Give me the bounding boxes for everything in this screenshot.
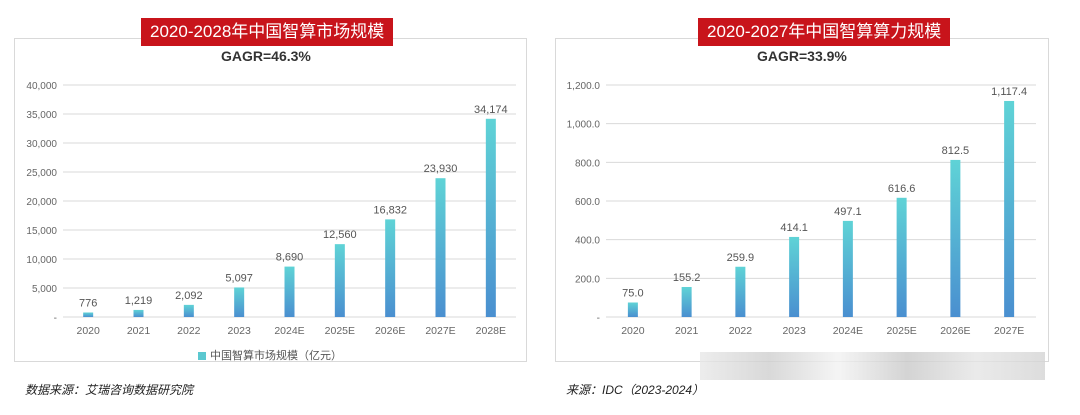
bar bbox=[896, 197, 907, 317]
bar bbox=[789, 236, 800, 317]
bar bbox=[1004, 100, 1015, 317]
data-label: 16,832 bbox=[373, 204, 407, 216]
bar bbox=[284, 266, 295, 317]
bar bbox=[485, 118, 496, 317]
data-label: 2,092 bbox=[175, 290, 203, 302]
legend-swatch bbox=[198, 352, 206, 361]
right-cagr-label: GAGR=33.9% bbox=[757, 48, 847, 64]
x-tick-label: 2020 bbox=[76, 325, 100, 337]
bar bbox=[385, 219, 396, 317]
x-tick-label: 2025E bbox=[886, 325, 916, 337]
data-label: 776 bbox=[79, 297, 97, 309]
x-tick-label: 2023 bbox=[782, 325, 806, 337]
data-label: 155.2 bbox=[673, 272, 701, 284]
x-tick-label: 2027E bbox=[994, 325, 1024, 337]
data-label: 1,117.4 bbox=[991, 86, 1027, 98]
y-tick-label: 5,000 bbox=[32, 284, 57, 295]
data-label: 5,097 bbox=[225, 272, 253, 284]
left-cagr-label: GAGR=46.3% bbox=[221, 48, 311, 64]
y-tick-label: 400.0 bbox=[575, 236, 600, 247]
left-chart-panel: - 5,000 10,000 15,000 20,000 25,000 30,000 35,0… bbox=[14, 38, 527, 362]
bar bbox=[681, 286, 692, 317]
y-tick-label: 35,000 bbox=[26, 110, 57, 121]
x-tick-label: 2024E bbox=[833, 325, 863, 337]
bar bbox=[842, 220, 853, 317]
left-source-note: 数据来源：艾瑞咨询数据研究院 bbox=[25, 383, 194, 397]
right-chart-panel: - 200.0 400.0 600.0 800.0 1,000.0 1,200.0 75.0 2… bbox=[555, 38, 1049, 362]
left-chart-legend: 中国智算市场规模（亿元） bbox=[198, 347, 342, 363]
y-tick-label: 1,000.0 bbox=[567, 120, 601, 131]
y-tick-label: 1,200.0 bbox=[567, 81, 601, 92]
data-label: 34,174 bbox=[474, 104, 508, 116]
y-tick-label: 20,000 bbox=[26, 197, 57, 208]
data-label: 616.6 bbox=[888, 183, 916, 195]
y-tick-label: 40,000 bbox=[26, 81, 57, 92]
right-source-note: 来源：IDC（2023-2024） bbox=[566, 383, 705, 397]
bar bbox=[334, 244, 345, 317]
bar bbox=[234, 287, 245, 317]
right-bar-chart: - 200.0 400.0 600.0 800.0 1,000.0 1,200.0 75.0 2… bbox=[567, 81, 1036, 337]
left-chart-title: 2020-2028年中国智算市场规模 bbox=[141, 18, 394, 46]
data-label: 12,560 bbox=[323, 229, 357, 241]
x-tick-label: 2020 bbox=[621, 325, 645, 337]
bar bbox=[183, 304, 194, 317]
y-tick-label: 600.0 bbox=[575, 197, 600, 208]
bar bbox=[735, 266, 746, 317]
bar bbox=[435, 178, 446, 317]
data-label: 23,930 bbox=[424, 163, 458, 175]
data-label: 259.9 bbox=[727, 252, 755, 264]
data-label: 75.0 bbox=[622, 288, 643, 300]
bar bbox=[627, 302, 638, 317]
y-tick-label: 10,000 bbox=[26, 255, 57, 266]
x-tick-label: 2022 bbox=[177, 325, 201, 337]
x-tick-label: 2021 bbox=[127, 325, 151, 337]
x-tick-label: 2027E bbox=[425, 325, 455, 337]
blurred-watermark bbox=[700, 352, 1045, 380]
y-tick-label: 800.0 bbox=[575, 158, 600, 169]
data-label: 1,219 bbox=[125, 295, 153, 307]
data-label: 497.1 bbox=[834, 206, 862, 218]
legend-label: 中国智算市场规模（亿元） bbox=[210, 350, 342, 362]
y-tick-label: - bbox=[54, 313, 57, 324]
left-bar-chart: - 5,000 10,000 15,000 20,000 25,000 30,000 35,0… bbox=[26, 81, 516, 337]
bar bbox=[133, 309, 144, 317]
x-tick-label: 2022 bbox=[729, 325, 753, 337]
x-tick-label: 2024E bbox=[274, 325, 304, 337]
x-tick-label: 2028E bbox=[476, 325, 506, 337]
y-tick-label: - bbox=[597, 313, 600, 324]
data-label: 414.1 bbox=[780, 222, 808, 234]
data-label: 812.5 bbox=[942, 145, 970, 157]
y-tick-label: 30,000 bbox=[26, 139, 57, 150]
y-tick-label: 15,000 bbox=[26, 226, 57, 237]
x-tick-label: 2025E bbox=[325, 325, 355, 337]
right-chart-title: 2020-2027年中国智算算力规模 bbox=[698, 18, 951, 46]
x-tick-label: 2021 bbox=[675, 325, 699, 337]
x-tick-label: 2023 bbox=[227, 325, 251, 337]
y-tick-label: 25,000 bbox=[26, 168, 57, 179]
x-tick-label: 2026E bbox=[375, 325, 405, 337]
bar bbox=[83, 312, 94, 317]
data-label: 8,690 bbox=[276, 252, 304, 264]
y-tick-label: 200.0 bbox=[575, 274, 600, 285]
x-tick-label: 2026E bbox=[940, 325, 970, 337]
bar bbox=[950, 159, 961, 317]
